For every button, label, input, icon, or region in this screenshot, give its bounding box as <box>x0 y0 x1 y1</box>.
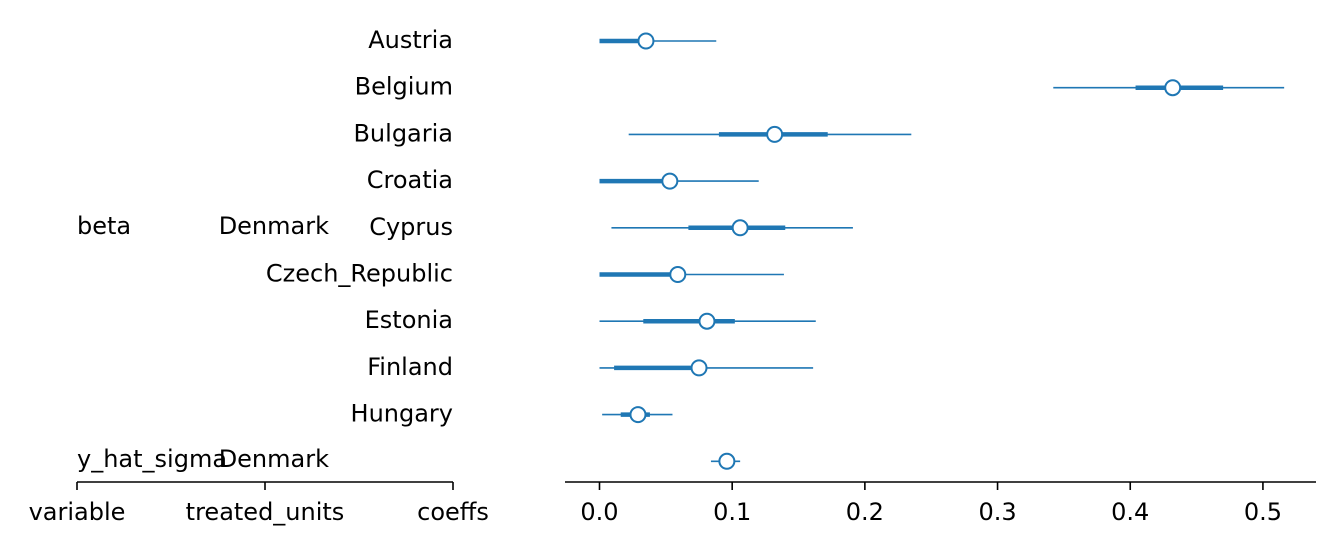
label-axis: variable treated_units coeffs beta Denma… <box>29 212 489 526</box>
mean-point <box>698 312 716 330</box>
column-label-coeffs: coeffs <box>417 498 489 526</box>
x-tick-label: 0.0 <box>580 498 618 526</box>
x-tick-label: 0.3 <box>978 498 1016 526</box>
mean-point <box>637 32 655 50</box>
group-treated-unit-label: Denmark <box>219 445 329 473</box>
mean-point <box>629 406 647 424</box>
row-label: Belgium <box>355 73 453 101</box>
x-tick-label: 0.2 <box>846 498 884 526</box>
row-label: Estonia <box>365 306 453 334</box>
group-variable-label: y_hat_sigma <box>77 445 227 473</box>
row-label: Austria <box>368 26 453 54</box>
mean-point <box>766 125 784 143</box>
plot-marks <box>599 32 1285 470</box>
mean-point <box>718 452 736 470</box>
mean-point <box>669 266 687 283</box>
row-labels: Austria Belgium Bulgaria Croatia Cyprus Czech… <box>266 26 453 428</box>
x-axis: 0.0 0.1 0.2 0.3 0.4 0.5 <box>565 481 1316 526</box>
row-label: Finland <box>367 353 453 381</box>
mean-point <box>731 219 749 237</box>
row-label: Croatia <box>367 166 453 194</box>
row-label: Czech_Republic <box>266 260 453 288</box>
row-label: Cyprus <box>369 213 453 241</box>
mean-point <box>661 172 679 190</box>
row-label: Hungary <box>351 400 453 428</box>
x-tick-label: 0.4 <box>1111 498 1149 526</box>
group-treated-unit-label: Denmark <box>219 212 329 240</box>
column-label-variable: variable <box>29 498 126 526</box>
mean-point <box>1164 79 1182 97</box>
row-label: Bulgaria <box>353 119 453 147</box>
x-tick-label: 0.5 <box>1244 498 1282 526</box>
group-variable-label: beta <box>77 212 131 240</box>
mean-point <box>690 359 708 377</box>
x-tick-label: 0.1 <box>713 498 751 526</box>
column-label-treated-units: treated_units <box>186 498 345 526</box>
